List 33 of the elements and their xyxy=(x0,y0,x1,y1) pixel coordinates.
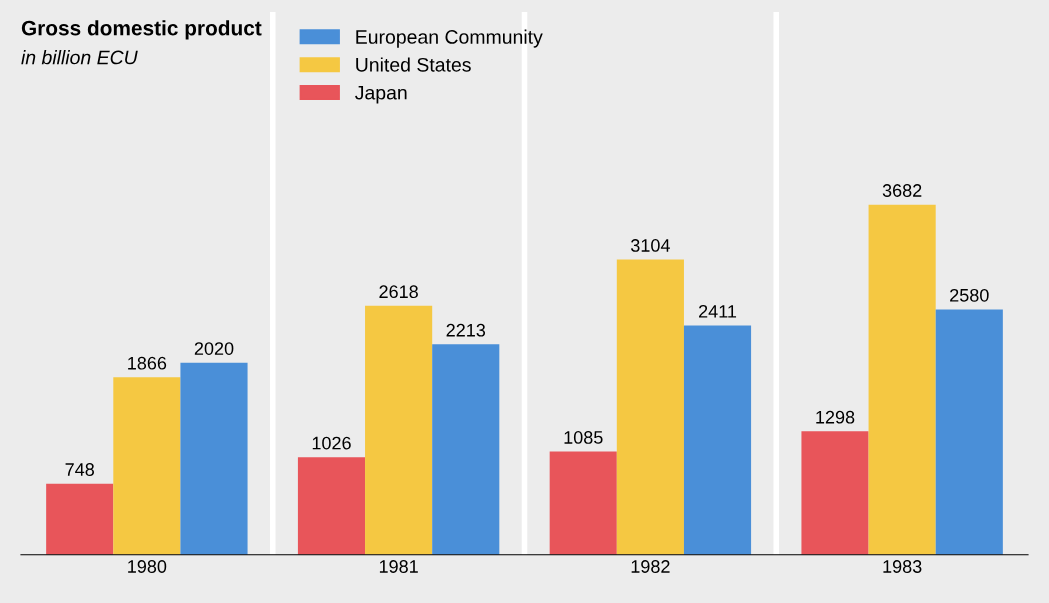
bar xyxy=(180,362,248,555)
data-label: 3104 xyxy=(630,239,670,252)
bar xyxy=(297,457,366,555)
data-label: 748 xyxy=(65,463,94,476)
data-label: 1085 xyxy=(564,431,603,444)
x-tick-label: 1981 xyxy=(379,560,418,573)
bar xyxy=(935,309,1003,555)
chart-subtitle: in billion ECU xyxy=(21,50,138,65)
data-label: 2213 xyxy=(446,323,486,337)
data-label: 2618 xyxy=(379,285,418,299)
data-label: 2020 xyxy=(194,342,234,355)
x-tick-label: 1980 xyxy=(128,560,167,573)
x-tick-label: 1983 xyxy=(883,560,922,573)
bar xyxy=(801,431,869,555)
legend-label: United States xyxy=(356,57,471,72)
legend-label: European Community xyxy=(356,29,543,48)
bar xyxy=(683,325,752,555)
data-label: 3682 xyxy=(882,184,922,197)
chart-title: Gross domestic product xyxy=(21,20,262,40)
bar xyxy=(549,451,617,555)
data-label: 2580 xyxy=(950,288,989,302)
bar xyxy=(46,483,114,555)
data-label: 1298 xyxy=(816,410,855,424)
x-tick-label: 1982 xyxy=(631,560,670,573)
data-label: 1866 xyxy=(128,356,167,370)
bar xyxy=(616,259,684,555)
data-label: 1026 xyxy=(312,436,351,450)
bar xyxy=(365,305,433,555)
bar xyxy=(868,204,936,555)
legend-label: Japan xyxy=(355,85,407,104)
bar xyxy=(432,344,500,555)
data-label: 2411 xyxy=(699,304,737,318)
bar xyxy=(113,377,181,555)
